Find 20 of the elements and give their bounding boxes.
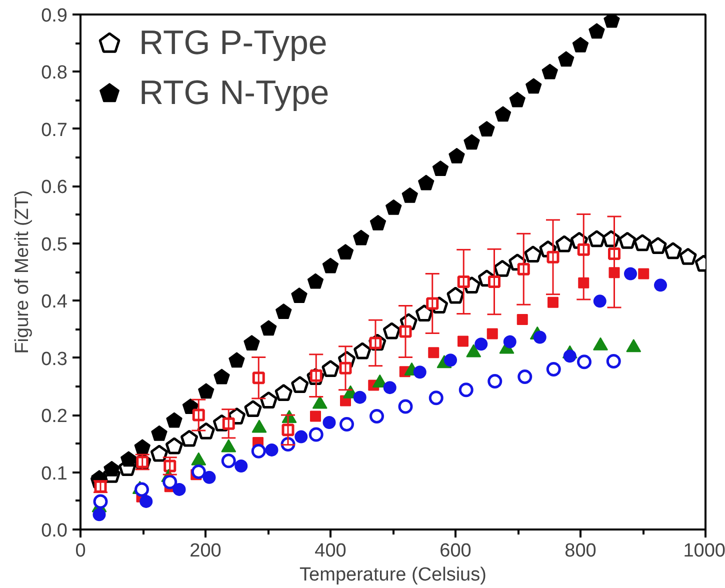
legend-label: RTG P-Type bbox=[139, 22, 328, 64]
y-tick-label: 0.6 bbox=[41, 177, 68, 198]
y-tick-label: 0.9 bbox=[41, 6, 68, 26]
x-axis-title: Temperature (Celsius) bbox=[300, 564, 486, 586]
y-tick-label: 0.2 bbox=[41, 406, 68, 428]
x-tick-label: 400 bbox=[314, 540, 346, 562]
y-tick-label: 0.1 bbox=[41, 463, 68, 484]
y-tick-label: 0.4 bbox=[41, 292, 68, 313]
y-tick-label: 0.0 bbox=[41, 520, 68, 542]
y-tick-label: 0.7 bbox=[41, 120, 68, 141]
y-tick-label: 0.8 bbox=[41, 62, 68, 84]
legend-label: RTG N-Type bbox=[139, 72, 330, 114]
y-tick-label: 0.5 bbox=[41, 234, 68, 256]
x-tick-label: 0 bbox=[75, 540, 86, 562]
x-tick-label: 800 bbox=[564, 540, 596, 562]
x-tick-label: 600 bbox=[440, 540, 472, 562]
y-tick-label: 0.3 bbox=[41, 348, 68, 370]
y-axis-title: Figure of Merit (ZT) bbox=[12, 190, 34, 354]
x-tick-label: 1000 bbox=[683, 540, 725, 562]
x-tick-label: 200 bbox=[190, 540, 222, 562]
